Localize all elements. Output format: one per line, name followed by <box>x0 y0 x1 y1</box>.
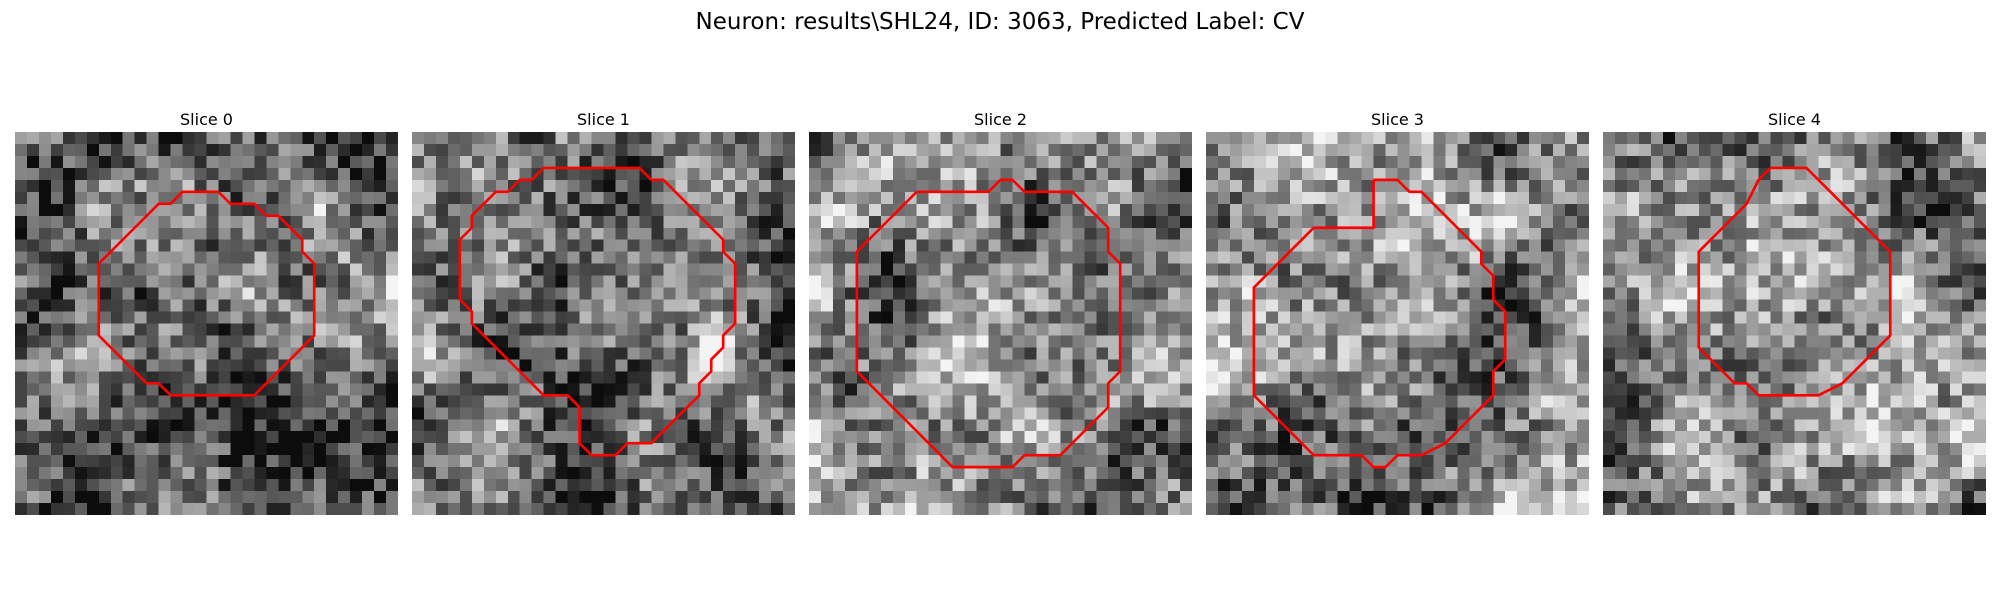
slice-title: Slice 0 <box>180 110 233 129</box>
slice-panel-3: Slice 3 <box>1206 108 1589 515</box>
grayscale-image <box>1603 132 1986 515</box>
grayscale-image <box>809 132 1192 515</box>
slice-panel-1: Slice 1 <box>412 108 795 515</box>
slice-panel-0: Slice 0 <box>15 108 398 515</box>
slice-image <box>15 132 398 515</box>
slice-panel-2: Slice 2 <box>809 108 1192 515</box>
grayscale-image <box>412 132 795 515</box>
roi-outline <box>855 178 1122 469</box>
roi-outline <box>458 166 737 457</box>
slice-image <box>1206 132 1589 515</box>
roi-outline <box>1697 166 1892 397</box>
slice-title: Slice 1 <box>577 110 630 129</box>
grayscale-image <box>1206 132 1589 515</box>
slice-panel-4: Slice 4 <box>1603 108 1986 515</box>
slice-title: Slice 4 <box>1768 110 1821 129</box>
slice-image <box>412 132 795 515</box>
grayscale-image <box>15 132 398 515</box>
slice-title: Slice 3 <box>1371 110 1424 129</box>
roi-outline <box>97 190 316 397</box>
figure-title: Neuron: results\SHL24, ID: 3063, Predict… <box>695 9 1305 35</box>
slice-image <box>809 132 1192 515</box>
slice-image <box>1603 132 1986 515</box>
slice-title: Slice 2 <box>974 110 1027 129</box>
roi-outline <box>1252 178 1507 469</box>
